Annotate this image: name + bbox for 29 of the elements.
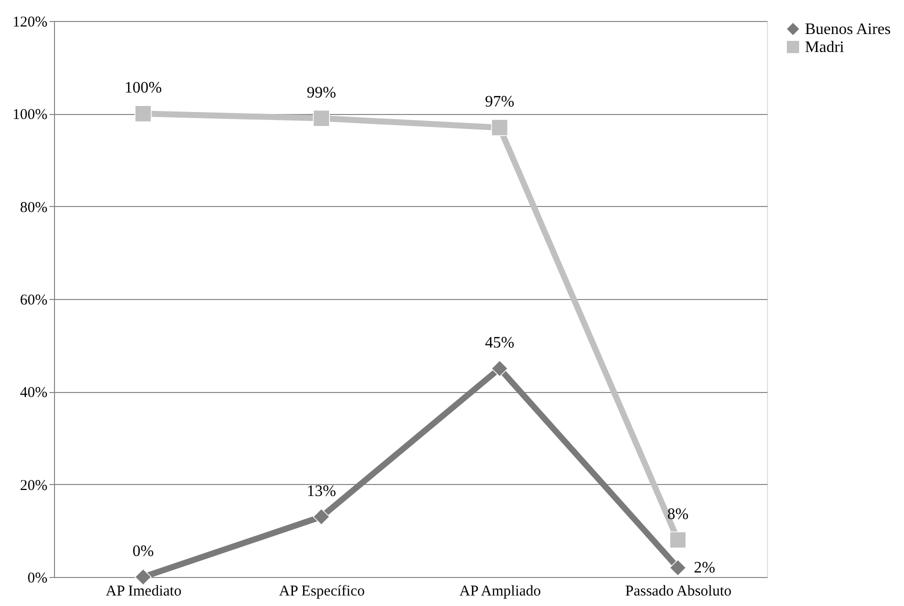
data-label: 2%: [694, 560, 716, 577]
x-tick-label: AP Ampliado: [459, 584, 541, 600]
x-tick-label: Passado Absoluto: [625, 584, 732, 600]
legend-label: Buenos Aires: [805, 21, 891, 38]
point: [491, 360, 508, 377]
x-tick-label: AP Específico: [279, 584, 365, 600]
legend-label: Madri: [805, 39, 845, 56]
data-label: 97%: [484, 94, 514, 111]
y-tick-label: 0%: [28, 570, 48, 586]
data-label: 13%: [306, 482, 336, 500]
y-tick-label: 100%: [12, 107, 48, 124]
data-label: 99%: [306, 84, 336, 102]
y-tick-label: 120%: [12, 14, 48, 30]
data-label: 0%: [132, 543, 154, 560]
y-tick-label: 20%: [20, 478, 48, 494]
data-label: 45%: [484, 334, 514, 352]
point: [669, 559, 686, 576]
point: [134, 105, 152, 122]
point: [312, 508, 330, 526]
y-tick-label: 80%: [20, 200, 48, 216]
point: [312, 110, 330, 127]
point: [669, 531, 686, 548]
y-tick-label: 60%: [20, 292, 48, 308]
data-label: 8%: [667, 506, 689, 523]
x-tick-label: AP Imediato: [106, 584, 182, 600]
point: [491, 119, 508, 136]
y-tick-label: 40%: [20, 385, 48, 402]
point: [134, 568, 152, 586]
data-label: 100%: [124, 80, 162, 97]
